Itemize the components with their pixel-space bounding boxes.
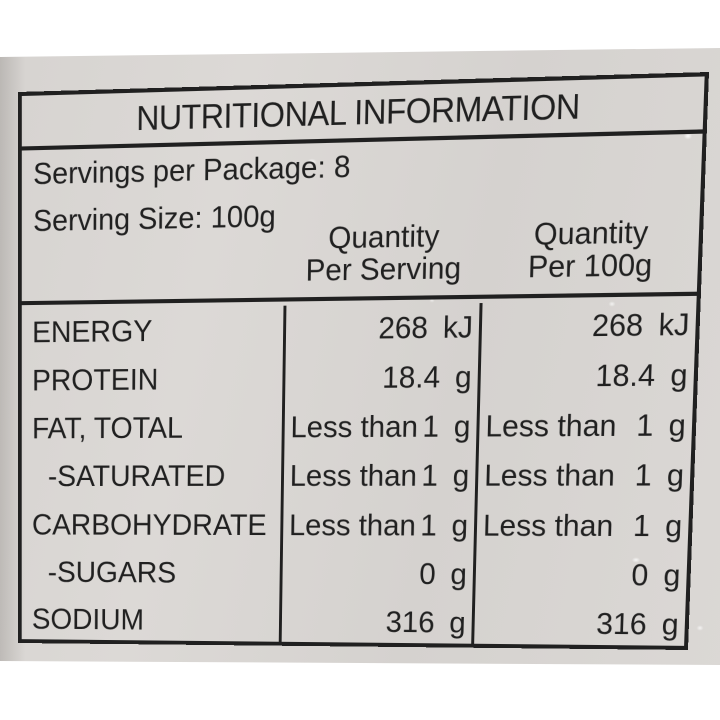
value-amount: 1 g (420, 508, 469, 543)
value-amount: 316 g (385, 605, 467, 640)
column-header-line: Per 100g (527, 247, 653, 285)
table-row-energy: ENERGY 268 kJ 268 kJ (22, 296, 697, 356)
value-amount: 1 g (421, 459, 470, 494)
column-header-line: Per Serving (305, 251, 462, 288)
value-per-serving: Less than 1 g (281, 402, 481, 453)
nutrition-label: NUTRITIONAL INFORMATION Servings per Pac… (18, 71, 709, 650)
value-prefix: Less than (289, 459, 418, 494)
nutrient-name: FAT, TOTAL (32, 411, 184, 446)
value-per-serving: 18.4 g (282, 353, 482, 405)
value-per-100g: 18.4 g (480, 351, 695, 403)
column-header-line: Quantity (533, 215, 649, 253)
servings-per-package: Servings per Package: 8 (33, 149, 351, 192)
value-per-serving: 268 kJ (282, 303, 483, 356)
value-per-serving: 0 g (279, 549, 477, 600)
table-row-sodium: SODIUM 316 g 316 g (22, 592, 686, 648)
value-per-serving: 316 g (278, 597, 476, 648)
nutrition-table: ENERGY 268 kJ 268 kJ PROTEIN 18.4 g (22, 296, 697, 648)
value-prefix: Less than (288, 508, 417, 543)
value-per-100g: 268 kJ (481, 300, 696, 353)
serving-size: Serving Size: 100g (33, 199, 277, 239)
value-prefix: Less than (482, 508, 614, 543)
nutrient-name: CARBOHYDRATE (31, 508, 267, 542)
column-header-per-100g: Quantity Per 100g (483, 215, 700, 285)
table-row-saturated: -SATURATED Less than 1 g Less than 1 g (22, 447, 692, 502)
value-per-100g: Less than 1 g (479, 401, 693, 452)
table-row-fat-total: FAT, TOTAL Less than 1 g Less than 1 g (22, 397, 693, 453)
serving-info-section: Servings per Package: 8 Serving Size: 10… (21, 133, 703, 306)
value-per-100g: 316 g (474, 599, 686, 650)
value-amount: 1 g (632, 508, 683, 543)
nutrient-name: SODIUM (31, 603, 145, 637)
table-row-carbohydrate: CARBOHYDRATE Less than 1 g Less than 1 g (22, 497, 690, 551)
value-amount: 1 g (422, 410, 471, 445)
table-row-sugars: -SUGARS 0 g 0 g (22, 545, 688, 600)
nutrient-name: -SATURATED (47, 460, 226, 494)
column-header-per-serving: Quantity Per Serving (284, 219, 485, 288)
value-amount: 0 g (630, 558, 682, 593)
value-prefix: Less than (290, 410, 419, 445)
value-prefix: Less than (485, 409, 618, 445)
nutrient-name: ENERGY (32, 314, 153, 350)
value-amount: 1 g (635, 408, 687, 444)
nutrient-name: -SUGARS (47, 555, 177, 590)
value-amount: 18.4 g (381, 360, 473, 396)
nutrient-name: PROTEIN (32, 363, 159, 398)
value-prefix: Less than (483, 459, 616, 494)
value-per-100g: Less than 1 g (478, 452, 691, 502)
value-per-serving: Less than 1 g (280, 452, 479, 502)
value-amount: 268 kJ (591, 307, 691, 344)
value-amount: 0 g (418, 557, 468, 592)
value-per-serving: Less than 1 g (280, 501, 478, 551)
value-amount: 316 g (595, 607, 680, 642)
value-per-100g: Less than 1 g (476, 502, 689, 552)
value-amount: 268 kJ (378, 310, 474, 346)
value-per-100g: 0 g (475, 551, 687, 601)
value-amount: 1 g (634, 459, 685, 494)
column-header-line: Quantity (328, 219, 440, 256)
value-amount: 18.4 g (595, 358, 689, 394)
